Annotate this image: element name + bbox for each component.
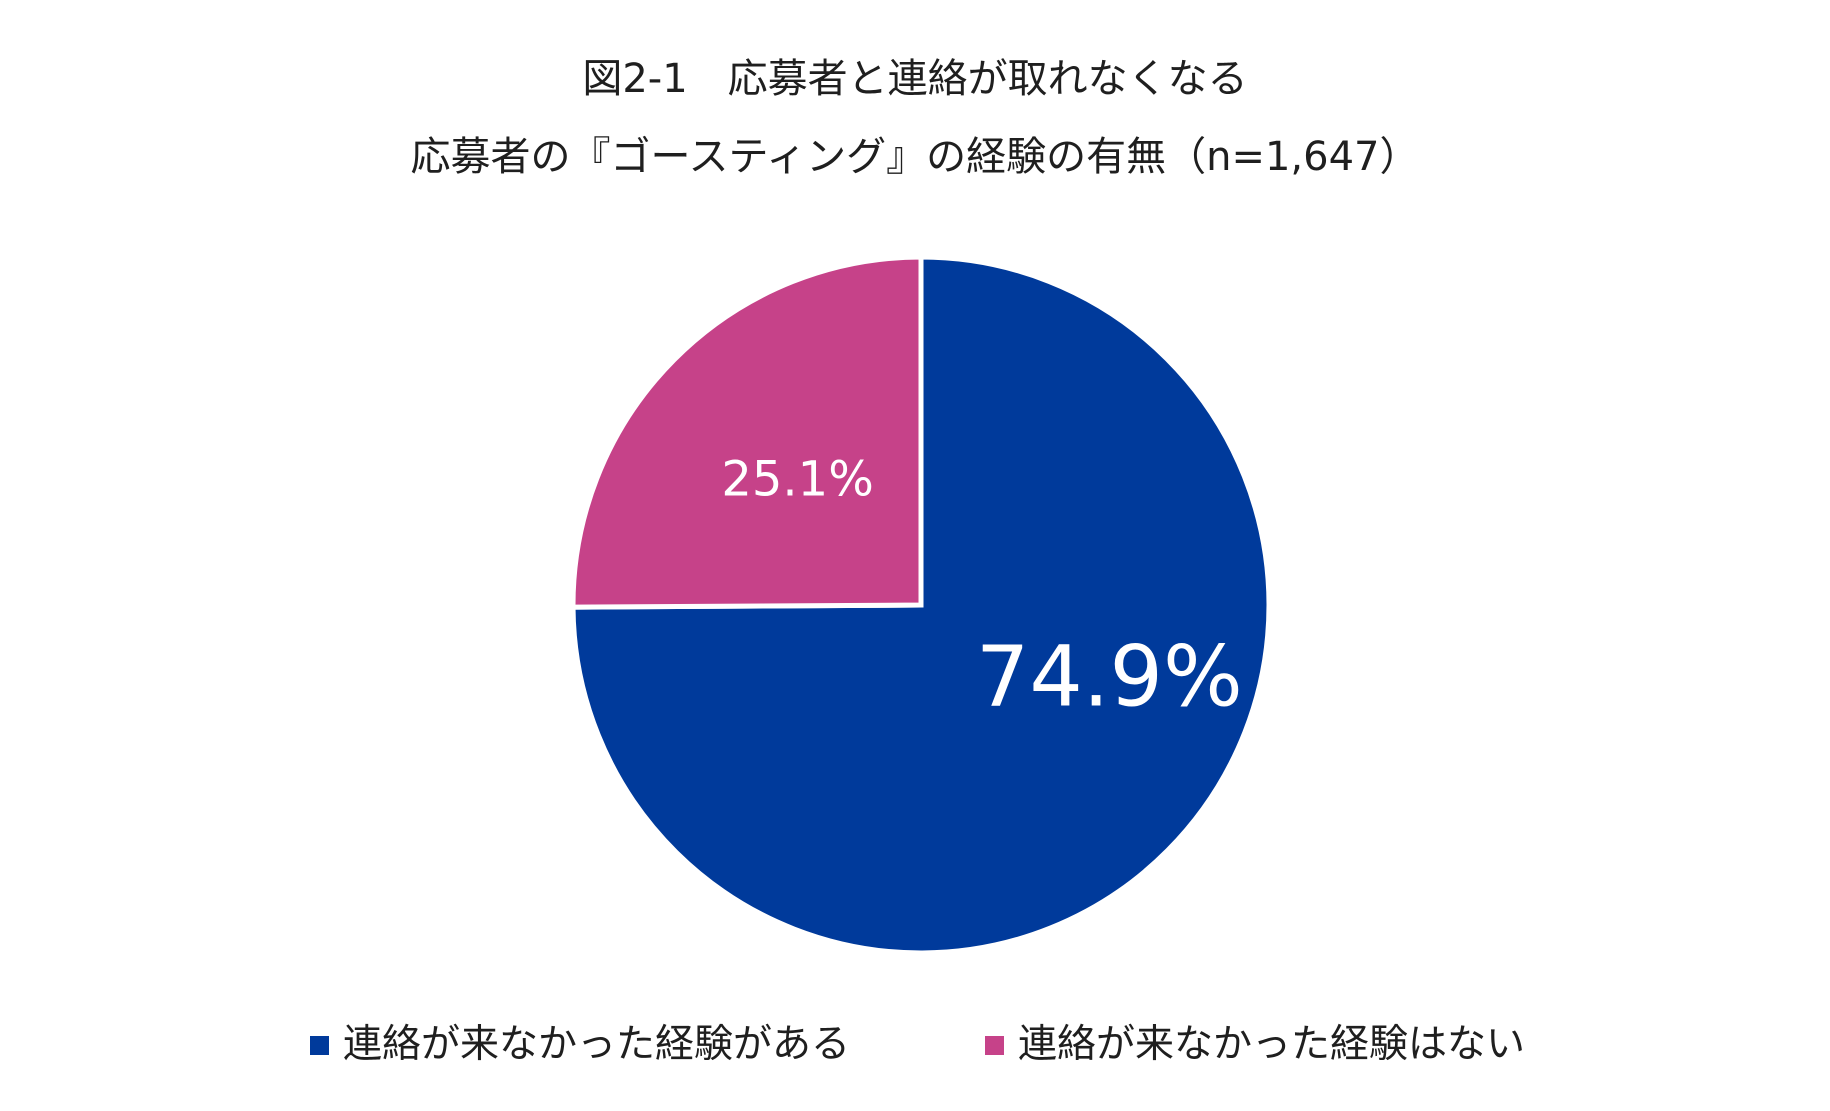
legend-item-experienced: 連絡が来なかった経験がある bbox=[310, 1015, 850, 1075]
slice-label-not-experienced: 25.1% bbox=[721, 451, 873, 507]
legend-swatch-experienced bbox=[310, 1035, 329, 1055]
pie-slice-experienced bbox=[570, 254, 1272, 956]
chart-subtitle: 応募者の『ゴースティング』の経験の有無（n=1,647） bbox=[410, 134, 1420, 180]
legend-item-not-experienced: 連絡が来なかった経験はない bbox=[985, 1015, 1525, 1075]
slice-label-experienced: 74.9% bbox=[976, 627, 1243, 725]
legend-swatch-not-experienced bbox=[985, 1035, 1004, 1055]
chart-title: 図2-1 応募者と連絡が取れなくなる bbox=[582, 56, 1248, 102]
chart-legend: 連絡が来なかった経験がある 連絡が来なかった経験はない bbox=[0, 1015, 1830, 1075]
legend-label-experienced: 連絡が来なかった経験がある bbox=[343, 1022, 851, 1067]
legend-label-not-experienced: 連絡が来なかった経験はない bbox=[1018, 1022, 1526, 1067]
pie-slice-not-experienced bbox=[570, 254, 924, 610]
